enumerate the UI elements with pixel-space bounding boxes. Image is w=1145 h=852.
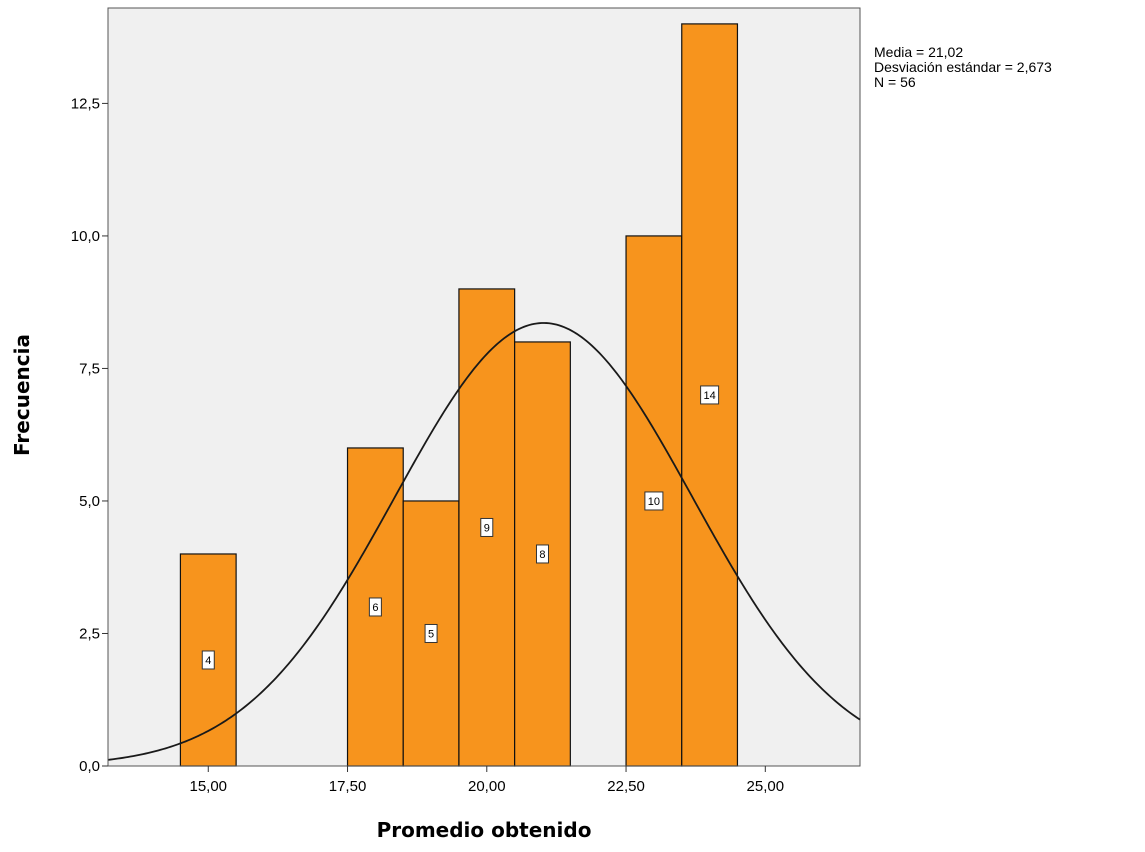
x-tick-label: 25,00 [747, 778, 785, 795]
y-tick-label: 2,5 [79, 625, 100, 642]
y-axis-title: Frecuencia [10, 334, 34, 456]
bar-label-box [424, 623, 438, 643]
bar-label: 14 [703, 390, 715, 402]
histogram-bars [179, 23, 739, 767]
x-tick-label: 17,50 [329, 778, 367, 795]
x-tick-label: 20,00 [468, 778, 506, 795]
mean-text: Media = 21,02 [874, 44, 964, 60]
bar-data-labels: 4 6 5 9 8 10 14 [201, 385, 720, 670]
y-tick-label: 0,0 [79, 758, 100, 775]
n-text: N = 56 [874, 74, 916, 90]
bar-label: 4 [205, 655, 211, 667]
y-tick-label: 10,0 [71, 228, 100, 245]
bar-label-box [535, 544, 549, 564]
bar-label: 8 [539, 549, 545, 561]
x-tick-label: 22,50 [607, 778, 645, 795]
histogram-bar [681, 23, 739, 767]
x-axis-title: Promedio obtenido [377, 818, 592, 842]
bar-label: 6 [372, 602, 378, 614]
bar-label-box [201, 650, 215, 670]
bar-label: 10 [648, 496, 660, 508]
std-dev-text: Desviación estándar = 2,673 [874, 59, 1052, 75]
y-tick-label: 5,0 [79, 493, 100, 510]
y-tick-label: 12,5 [71, 95, 100, 112]
axes: 0,0 2,5 5,0 7,5 10,0 12,5 15,00 17,50 20,00 22,50… [71, 8, 860, 795]
y-tick-label: 7,5 [79, 360, 100, 377]
statistics-legend: Media = 21,02 Desviación estándar = 2,67… [874, 45, 1052, 90]
bar-label: 5 [428, 628, 434, 640]
bar-label: 9 [484, 522, 490, 534]
bar-label-box [480, 517, 494, 537]
bar-label-box [644, 491, 664, 511]
bar-label-box [368, 597, 382, 617]
bar-label-box [700, 385, 720, 405]
normal-curve [107, 322, 861, 761]
x-tick-label: 15,00 [189, 778, 227, 795]
